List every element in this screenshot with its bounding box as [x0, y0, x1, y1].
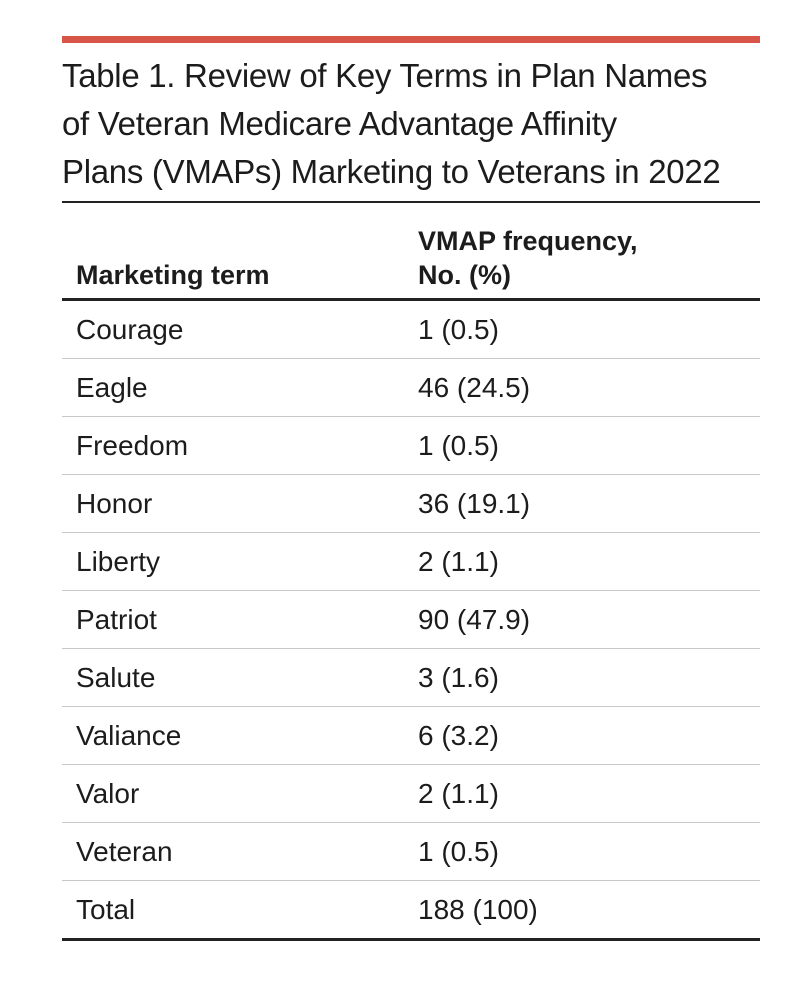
data-table: Marketing term VMAP frequency, No. (%) C… — [62, 201, 760, 941]
table-row: Freedom 1 (0.5) — [62, 417, 760, 475]
accent-bar — [62, 36, 760, 43]
table-row: Valor 2 (1.1) — [62, 765, 760, 823]
frequency-cell: 6 (3.2) — [418, 719, 499, 751]
term-cell: Valor — [76, 777, 140, 809]
table-title-line: Table 1. Review of Key Terms in Plan Nam… — [62, 57, 708, 94]
frequency-cell: 2 (1.1) — [418, 777, 499, 809]
table-header-row: Marketing term VMAP frequency, No. (%) — [62, 203, 760, 301]
table-total-row: Total 188 (100) — [62, 881, 760, 938]
table-row: Eagle 46 (24.5) — [62, 359, 760, 417]
term-cell: Honor — [76, 487, 153, 519]
table-title-line: of Veteran Medicare Advantage Affinity — [62, 105, 617, 142]
frequency-cell: 36 (19.1) — [418, 487, 531, 519]
frequency-cell: 1 (0.5) — [418, 429, 499, 461]
table-row: Courage 1 (0.5) — [62, 301, 760, 359]
table-row: Patriot 90 (47.9) — [62, 591, 760, 649]
column-header-marketing-term: Marketing term — [76, 260, 270, 290]
table-row: Salute 3 (1.6) — [62, 649, 760, 707]
frequency-cell: 1 (0.5) — [418, 313, 499, 345]
term-cell: Total — [76, 893, 136, 925]
frequency-cell: 46 (24.5) — [418, 371, 531, 403]
term-cell: Liberty — [76, 545, 161, 577]
term-cell: Eagle — [76, 371, 148, 403]
table-title: Table 1. Review of Key Terms in Plan Nam… — [62, 52, 762, 196]
term-cell: Freedom — [76, 429, 189, 461]
frequency-cell: 90 (47.9) — [418, 603, 531, 635]
frequency-cell: 3 (1.6) — [418, 661, 499, 693]
frequency-cell: 188 (100) — [418, 893, 538, 925]
term-cell: Patriot — [76, 603, 157, 635]
term-cell: Courage — [76, 313, 184, 345]
frequency-cell: 2 (1.1) — [418, 545, 499, 577]
table-title-line: Plans (VMAPs) Marketing to Veterans in 2… — [62, 153, 721, 190]
column-header-vmap-frequency: VMAP frequency, No. (%) — [418, 226, 638, 290]
table-row: Honor 36 (19.1) — [62, 475, 760, 533]
term-cell: Salute — [76, 661, 156, 693]
term-cell: Valiance — [76, 719, 182, 751]
table-row: Valiance 6 (3.2) — [62, 707, 760, 765]
frequency-cell: 1 (0.5) — [418, 835, 499, 867]
table-row: Liberty 2 (1.1) — [62, 533, 760, 591]
term-cell: Veteran — [76, 835, 173, 867]
table-row: Veteran 1 (0.5) — [62, 823, 760, 881]
